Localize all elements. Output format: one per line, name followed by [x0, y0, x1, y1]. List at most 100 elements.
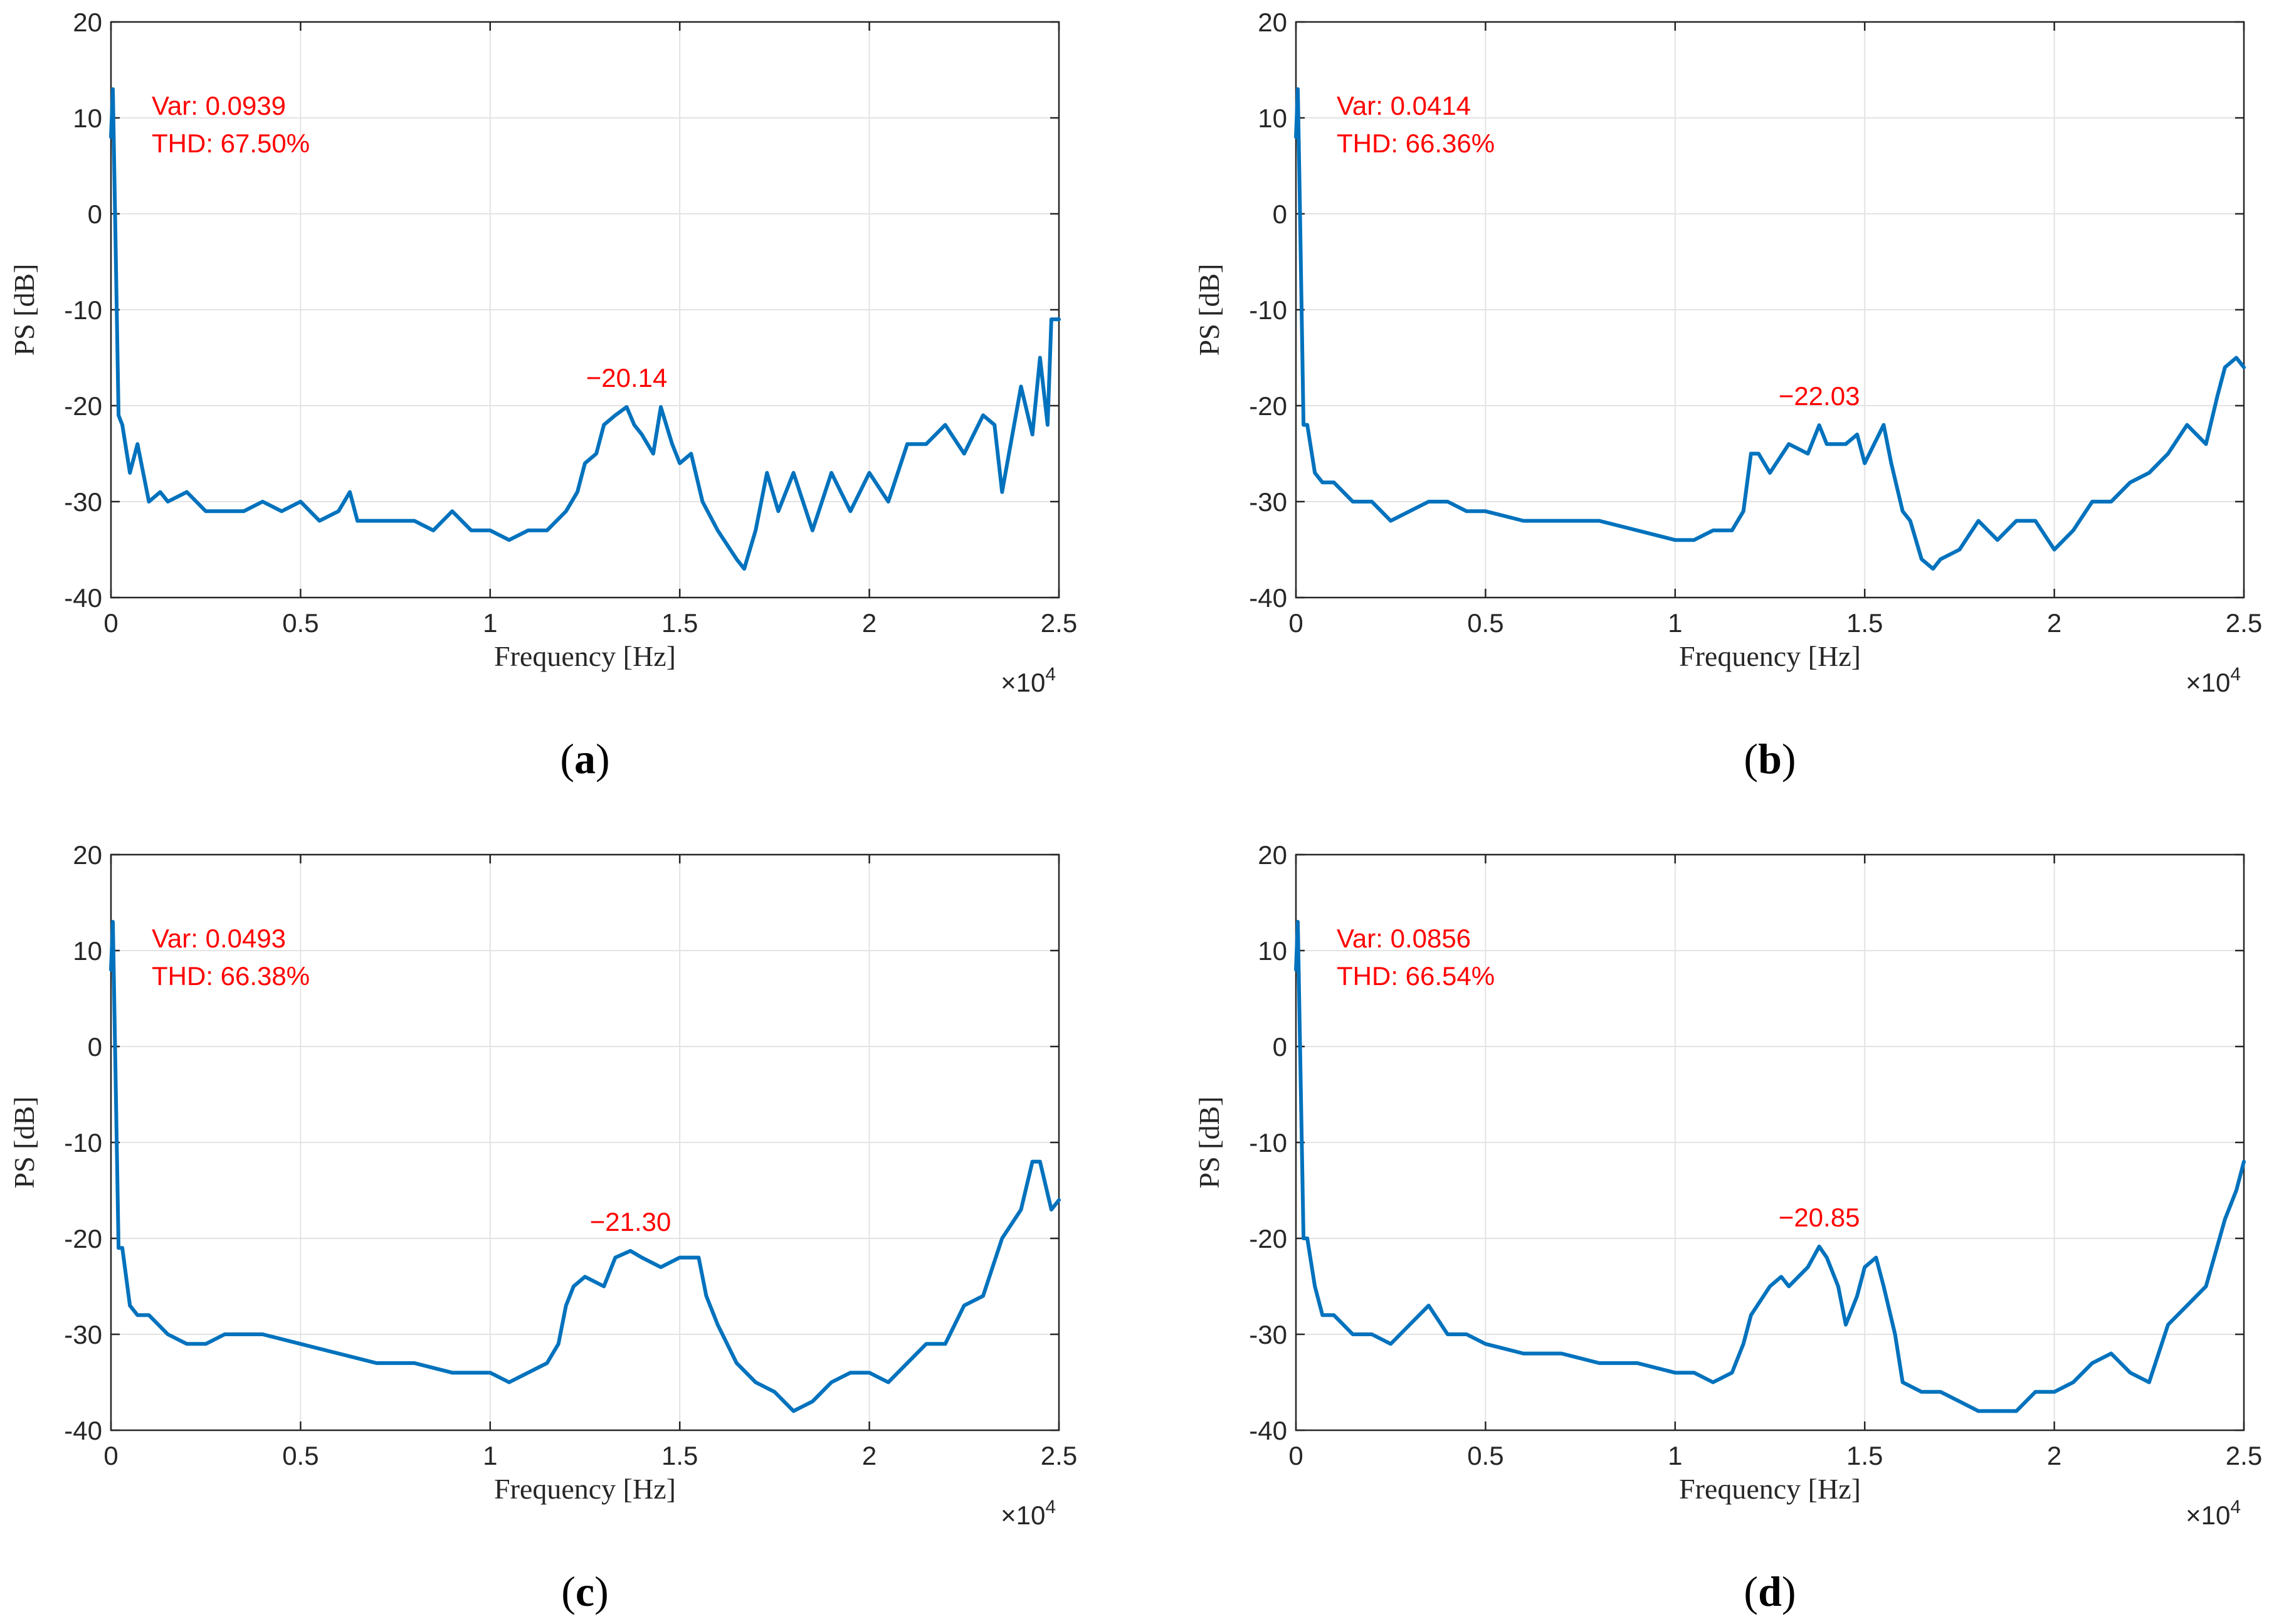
- data-point: [337, 1352, 340, 1356]
- data-point: [1673, 538, 1677, 542]
- data-point: [348, 490, 352, 494]
- data-point: [1711, 529, 1715, 532]
- data-point: [754, 1381, 757, 1384]
- peak-annotation: −22.03: [1779, 381, 1860, 411]
- data-point: [1019, 1208, 1023, 1211]
- data-point: [355, 519, 359, 523]
- y-axis-label: PS [dB]: [8, 264, 40, 356]
- data-point: [670, 442, 674, 446]
- thd-annotation: THD: 66.38%: [152, 961, 310, 991]
- data-point: [1320, 480, 1324, 484]
- thd-annotation: THD: 66.54%: [1337, 961, 1495, 991]
- caption-close-paren: ): [596, 735, 610, 783]
- data-point: [1957, 1400, 1961, 1403]
- caption-close-paren: ): [1782, 735, 1796, 783]
- data-point: [2071, 529, 2075, 532]
- data-point: [2033, 1390, 2037, 1394]
- data-point: [1313, 1285, 1317, 1288]
- data-point: [2033, 519, 2037, 523]
- data-point: [1874, 1256, 1878, 1260]
- data-point: [1996, 1409, 1999, 1413]
- data-point: [1844, 1323, 1848, 1327]
- data-point: [1057, 317, 1061, 321]
- x-tick-label: 1: [483, 608, 497, 638]
- peak-annotation: −20.85: [1779, 1203, 1860, 1232]
- var-annotation: Var: 0.0493: [152, 924, 286, 953]
- x-tick-label: 0.5: [282, 1441, 318, 1470]
- data-point: [1351, 500, 1355, 504]
- data-point: [223, 1332, 226, 1336]
- chart-panel-c: 0 0.5 1 1.5 2 2.5 -40 -30 -20 -10 0 10 20 Frequency […: [8, 840, 1077, 1615]
- data-point: [689, 452, 693, 455]
- data-point: [1389, 1342, 1392, 1346]
- peak-annotation: −20.14: [586, 363, 668, 393]
- data-point: [1332, 1313, 1335, 1317]
- x-tick-label: 1: [1668, 608, 1682, 638]
- data-point: [1389, 519, 1392, 523]
- data-point: [602, 1285, 606, 1288]
- data-point: [2109, 1352, 2113, 1356]
- data-point: [557, 1342, 561, 1346]
- data-point: [223, 509, 226, 513]
- x-multiplier-label: ×104: [1001, 664, 1056, 697]
- data-point: [792, 471, 796, 475]
- data-point: [526, 529, 530, 532]
- data-point: [1779, 1275, 1783, 1279]
- data-point: [1031, 433, 1034, 436]
- data-point: [1893, 1332, 1897, 1336]
- caption-close-paren: ): [1782, 1568, 1796, 1615]
- y-tick-label: -40: [64, 1416, 102, 1445]
- data-point: [1351, 1332, 1355, 1336]
- data-point: [488, 1371, 492, 1374]
- data-point: [1294, 968, 1298, 972]
- data-point: [2216, 394, 2219, 398]
- data-point: [1806, 1265, 1809, 1269]
- data-point: [1031, 1160, 1034, 1164]
- data-point: [2242, 1160, 2246, 1164]
- x-multiplier-base: ×10: [2186, 668, 2230, 697]
- x-tick-label: 2.5: [2226, 608, 2262, 638]
- data-point: [261, 500, 265, 504]
- data-point: [1635, 1361, 1639, 1365]
- data-point: [1692, 538, 1696, 542]
- data-point: [111, 920, 115, 924]
- y-axis-label: PS [dB]: [1193, 1097, 1225, 1189]
- data-point: [1730, 529, 1734, 532]
- data-point: [2109, 500, 2113, 504]
- data-point: [625, 405, 628, 409]
- x-tick-label: 1: [1668, 1441, 1682, 1470]
- y-tick-label: -20: [1249, 1224, 1287, 1253]
- data-point: [742, 567, 746, 571]
- data-point: [981, 1294, 985, 1298]
- data-point: [629, 1249, 633, 1253]
- data-point: [2204, 442, 2208, 446]
- data-point: [1920, 557, 1924, 561]
- data-point: [2166, 1323, 2170, 1327]
- data-point: [944, 423, 947, 427]
- data-point: [776, 509, 780, 513]
- data-point: [431, 529, 435, 532]
- data-point: [1855, 1294, 1859, 1298]
- data-point: [1320, 1313, 1324, 1317]
- data-point: [1019, 384, 1023, 388]
- x-axis-label: Frequency [Hz]: [1679, 640, 1861, 672]
- y-tick-label: 0: [1273, 199, 1287, 229]
- data-point: [1863, 1265, 1866, 1269]
- data-point: [2166, 452, 2170, 455]
- data-point: [113, 1025, 117, 1029]
- data-point: [1996, 538, 1999, 542]
- data-point: [1977, 1409, 1981, 1413]
- data-point: [1446, 500, 1450, 504]
- caption-open-paren: (: [560, 735, 574, 783]
- x-tick-label: 2.5: [2226, 1441, 2262, 1470]
- data-point: [868, 1371, 871, 1374]
- data-point: [602, 423, 606, 427]
- data-point: [120, 423, 124, 427]
- var-annotation: Var: 0.0856: [1337, 924, 1471, 953]
- data-point: [1408, 1323, 1411, 1327]
- data-point: [2090, 500, 2094, 504]
- data-point: [1522, 519, 1525, 523]
- y-tick-label: -10: [64, 295, 102, 325]
- var-annotation: Var: 0.0939: [152, 91, 286, 120]
- y-tick-label: 10: [73, 103, 102, 133]
